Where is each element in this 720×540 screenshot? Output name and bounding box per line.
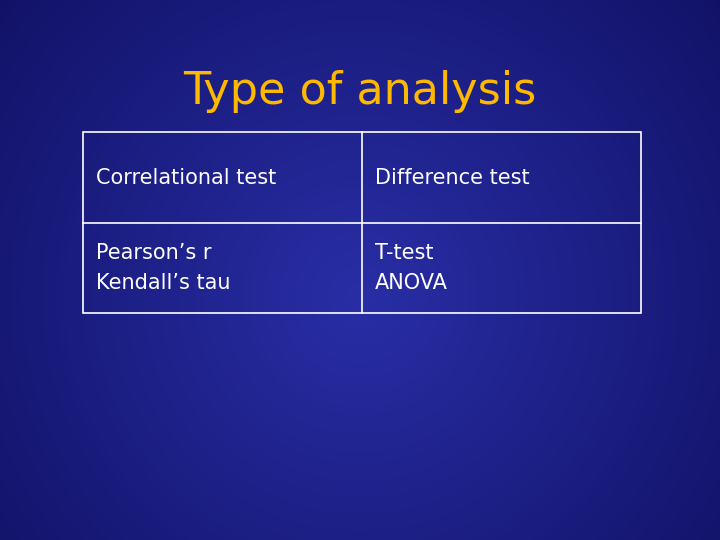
- Bar: [83, 132, 641, 313]
- Text: Type of analysis: Type of analysis: [184, 70, 536, 113]
- Text: Correlational test: Correlational test: [96, 167, 276, 187]
- Text: T-test
ANOVA: T-test ANOVA: [375, 243, 448, 293]
- Text: Pearson’s r
Kendall’s tau: Pearson’s r Kendall’s tau: [96, 243, 230, 293]
- Text: Difference test: Difference test: [375, 167, 529, 187]
